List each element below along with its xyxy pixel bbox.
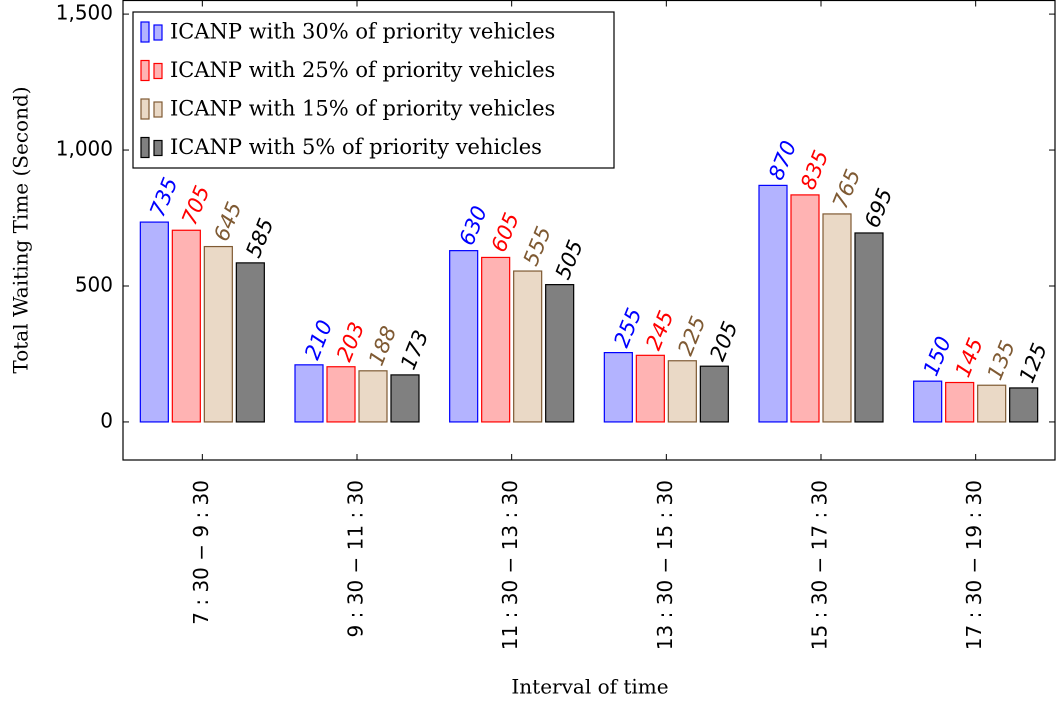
bar <box>699 365 729 423</box>
legend-label: ICANP with 15% of priority vehicles <box>170 97 555 121</box>
value-label: 188 <box>364 323 401 369</box>
bar <box>481 256 511 423</box>
legend-swatch <box>140 98 150 120</box>
x-tick-label: 13 : 30 − 15 : 30 <box>653 480 677 650</box>
bar <box>203 245 233 423</box>
bar <box>603 352 633 423</box>
bar <box>1009 387 1039 423</box>
bar <box>545 284 575 423</box>
legend-swatch <box>153 24 163 41</box>
bar <box>977 384 1007 423</box>
legend-swatch <box>140 59 150 82</box>
value-label: 835 <box>796 147 833 193</box>
value-label: 245 <box>641 307 678 353</box>
bar <box>790 194 820 423</box>
value-label: 173 <box>396 327 433 373</box>
x-tick-label: 17 : 30 − 19 : 30 <box>962 480 986 650</box>
bar <box>945 381 975 423</box>
value-label: 585 <box>241 215 278 261</box>
x-tick-label: 15 : 30 − 17 : 30 <box>808 480 832 650</box>
value-label: 765 <box>828 166 865 212</box>
y-tick-label: 1,500 <box>56 1 113 25</box>
bar <box>854 232 884 423</box>
x-tick-label: 7 : 30 − 9 : 30 <box>189 480 213 625</box>
x-tick-label: 9 : 30 − 11 : 30 <box>344 480 368 637</box>
bar <box>667 360 697 423</box>
legend-swatch <box>153 101 163 118</box>
value-label: 203 <box>332 319 369 365</box>
value-label: 645 <box>209 199 246 245</box>
plot-frame <box>122 0 1056 461</box>
y-tick-label: 1,000 <box>56 137 113 161</box>
y-tick-label: 0 <box>100 408 113 432</box>
value-label: 205 <box>705 318 742 364</box>
y-axis-label: Total Waiting Time (Second) <box>9 86 33 373</box>
bar <box>235 262 265 423</box>
x-tick-label: 11 : 30 − 13 : 30 <box>498 480 522 650</box>
value-label: 870 <box>764 137 801 183</box>
legend-swatch <box>140 136 150 159</box>
x-axis-label: Interval of time <box>511 675 668 699</box>
bar <box>758 184 788 423</box>
value-label: 630 <box>455 203 492 249</box>
bar <box>822 213 852 423</box>
legend-label: ICANP with 25% of priority vehicles <box>170 58 555 82</box>
value-label: 125 <box>1015 340 1052 386</box>
legend-swatch <box>153 139 163 157</box>
value-label: 705 <box>177 182 214 228</box>
legend-label: ICANP with 30% of priority vehicles <box>170 20 555 44</box>
bar <box>913 380 943 423</box>
legend-box <box>132 11 615 169</box>
value-label: 555 <box>519 223 556 269</box>
value-label: 695 <box>860 185 897 231</box>
bar <box>390 374 420 423</box>
bar <box>358 370 388 423</box>
value-label: 505 <box>551 237 588 283</box>
bar <box>326 366 356 423</box>
bar <box>139 221 169 423</box>
value-label: 735 <box>145 174 182 220</box>
bar <box>171 229 201 423</box>
y-tick-label: 500 <box>75 272 113 296</box>
bar <box>294 364 324 423</box>
value-label: 605 <box>487 209 524 255</box>
bar <box>635 354 665 423</box>
legend-swatch <box>140 21 150 43</box>
legend-swatch <box>153 62 163 80</box>
value-label: 225 <box>673 313 710 359</box>
bar <box>449 250 479 423</box>
legend-label: ICANP with 5% of priority vehicles <box>170 135 542 159</box>
bar <box>513 270 543 423</box>
